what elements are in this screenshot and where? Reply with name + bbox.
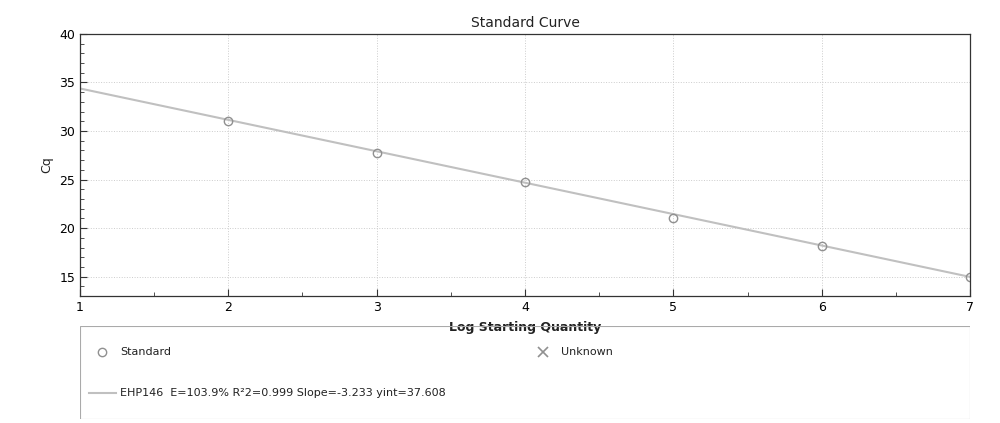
Title: Standard Curve: Standard Curve (471, 16, 579, 30)
Text: Unknown: Unknown (561, 347, 612, 357)
Text: EHP146  E=103.9% R²2=0.999 Slope=-3.233 yint=37.608: EHP146 E=103.9% R²2=0.999 Slope=-3.233 y… (120, 388, 446, 398)
Text: Standard: Standard (120, 347, 171, 357)
Y-axis label: Cq: Cq (41, 157, 54, 173)
X-axis label: Log Starting Quantity: Log Starting Quantity (449, 321, 601, 334)
